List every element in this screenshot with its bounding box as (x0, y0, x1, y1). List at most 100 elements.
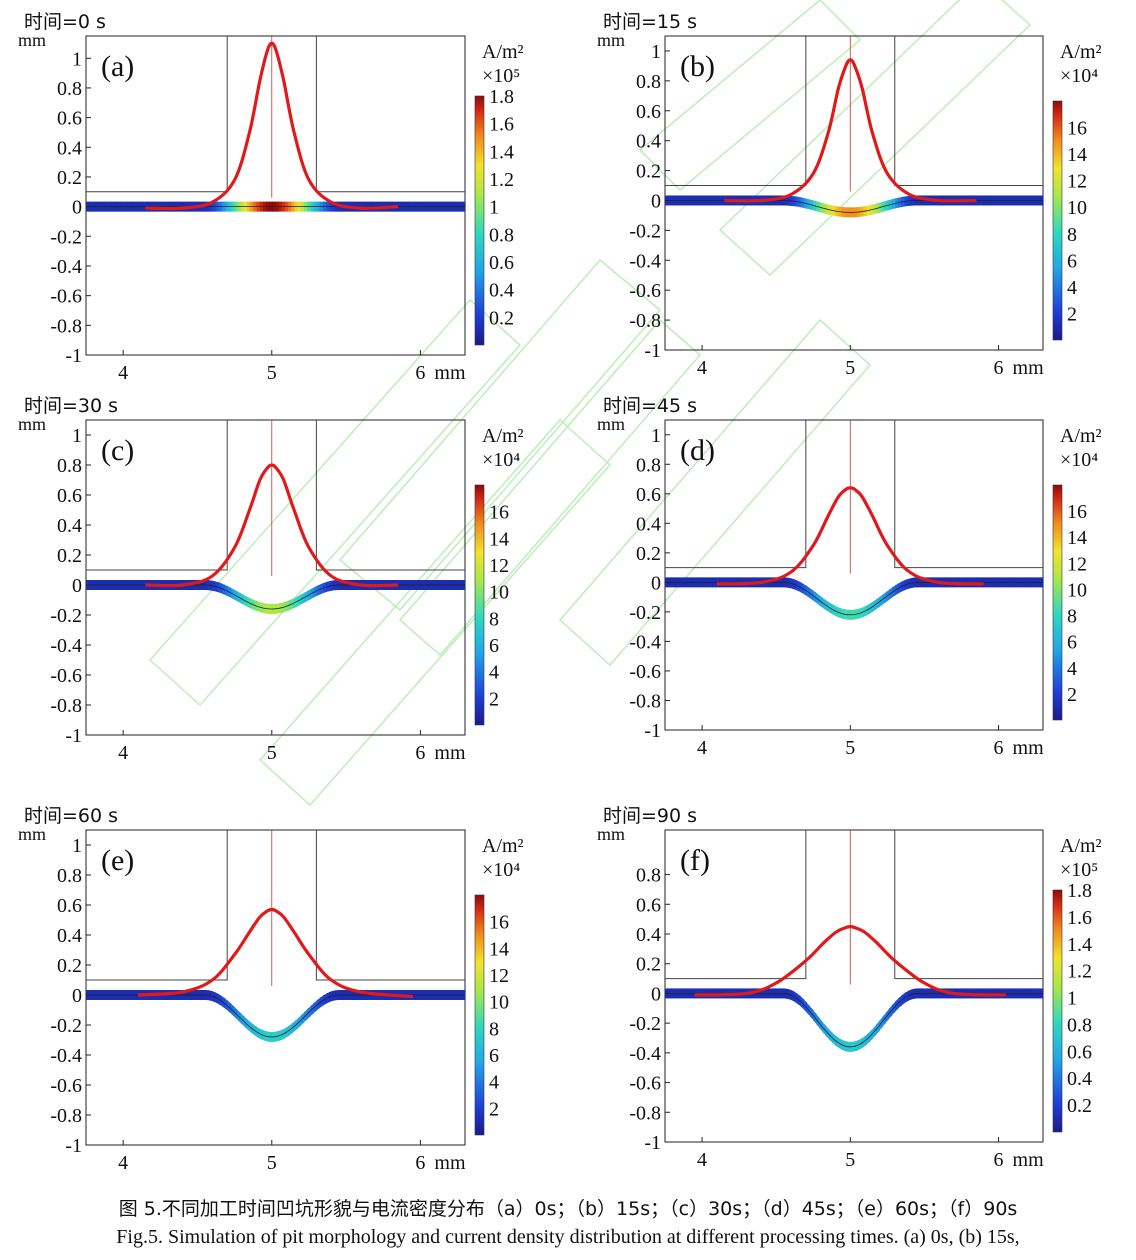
y-tick-label: 0.2 (57, 167, 82, 189)
colorbar-tick-label: 12 (489, 965, 509, 987)
colorbar-tick-label: 1 (1067, 988, 1077, 1010)
colorbar-tick-label: 12 (1067, 171, 1087, 193)
colorbar-tick-label: 10 (1067, 197, 1087, 219)
colorbar-unit: A/m² (482, 835, 524, 857)
colorbar-unit: A/m² (482, 425, 524, 447)
pit-profile-line (86, 994, 465, 1038)
y-tick-label: -0.4 (50, 256, 82, 278)
x-tick-label: 5 (845, 737, 855, 759)
y-tick-label: 1 (651, 425, 661, 447)
y-tick-label: -0.2 (50, 226, 82, 248)
colorbar-tick-label: 14 (1067, 527, 1087, 549)
x-tick-label: 4 (118, 1152, 128, 1174)
y-tick-label: -0.2 (629, 220, 661, 242)
x-tick-label: 6 (994, 737, 1004, 759)
x-tick-label: 6 (994, 1149, 1004, 1171)
colorbar-tick-label: 4 (1067, 277, 1077, 299)
time-label: 时间=45 s (603, 395, 697, 417)
y-tick-label: 0 (72, 197, 82, 219)
colorbar-unit: A/m² (482, 41, 524, 63)
colorbar-unit: A/m² (1060, 41, 1102, 63)
y-tick-label: -0.6 (629, 661, 661, 683)
colorbar-tick-label: 2 (1067, 303, 1077, 325)
panel-label: (a) (101, 50, 134, 83)
colorbar-scale: ×10⁴ (482, 449, 520, 471)
colorbar-unit: A/m² (1060, 835, 1102, 857)
colorbar-tick-label: 6 (489, 635, 499, 657)
colorbar-tick-label: 1.4 (489, 141, 514, 163)
colorbar-tick-label: 8 (1067, 606, 1077, 628)
colorbar-tick-label: 14 (489, 528, 509, 550)
y-tick-label: 0 (72, 575, 82, 597)
y-tick-label: -0.2 (50, 605, 82, 627)
y-tick-label: -1 (65, 725, 82, 747)
x-tick-label: 5 (845, 1149, 855, 1171)
y-tick-label: 0 (651, 983, 661, 1005)
x-tick-label: 4 (697, 357, 707, 379)
panel-label: (c) (101, 434, 134, 467)
colorbar-tick-label: 4 (489, 1072, 499, 1094)
colorbar-tick-label: 0.2 (489, 307, 514, 329)
colorbar (474, 95, 485, 346)
y-tick-label: 0.8 (57, 455, 82, 477)
y-unit-label: mm (597, 30, 625, 50)
y-tick-label: 0.8 (636, 865, 661, 887)
figure-grid: 时间=0 s mm 4 5 6 mm 1 0.8 0.6 0.4 0.2 0 -0.2 -0.4 -0.6-… (18, 0, 1102, 1174)
x-unit-label: mm (434, 1152, 466, 1174)
y-tick-label: 0.8 (636, 454, 661, 476)
y-tick-label: -1 (644, 720, 661, 742)
colorbar (474, 484, 485, 726)
y-tick-label: -0.6 (629, 280, 661, 302)
figure-caption-chinese: 图 5.不同加工时间凹坑形貌与电流密度分布（a）0s；（b）15s；（c）30s… (118, 1198, 1018, 1220)
x-tick-label: 5 (267, 1152, 277, 1174)
colorbar-tick-label: 6 (1067, 250, 1077, 272)
y-tick-label: 1 (651, 41, 661, 63)
colorbar-tick-label: 0.6 (489, 252, 514, 274)
y-tick-label: 0.4 (636, 513, 661, 535)
y-tick-label: -1 (65, 345, 82, 367)
figure-caption-english: Fig.5. Simulation of pit morphology and … (116, 1226, 1020, 1248)
colorbar-tick-label: 16 (489, 502, 509, 524)
watermark-stroke (638, 0, 862, 192)
colorbar-tick-label: 1.6 (1067, 907, 1092, 929)
colorbar-tick-label: 1.8 (489, 86, 514, 108)
x-tick-label: 5 (845, 357, 855, 379)
y-unit-label: mm (18, 824, 46, 844)
watermark (148, 0, 1032, 807)
electrode-outline (665, 36, 1043, 187)
colorbar-tick-label: 1.2 (489, 169, 514, 191)
current-density-curve (724, 58, 977, 203)
electrode-outline (665, 420, 1043, 569)
x-tick-label: 6 (994, 357, 1004, 379)
x-unit-label: mm (434, 362, 466, 384)
colorbar-tick-label: 1.6 (489, 114, 514, 136)
electrode-outline (86, 830, 465, 981)
colorbar-tick-label: 12 (489, 555, 509, 577)
time-label: 时间=30 s (24, 395, 118, 417)
plot-frame (664, 829, 1044, 1143)
y-tick-label: -0.6 (50, 1075, 82, 1097)
y-tick-label: 0.4 (636, 924, 661, 946)
y-tick-label: -0.4 (629, 250, 661, 272)
colorbar-tick-label: 2 (489, 1098, 499, 1120)
time-label: 时间=60 s (24, 805, 118, 827)
current-density-curve (716, 486, 984, 586)
x-unit-label: mm (1013, 357, 1045, 379)
y-tick-label: 0.6 (57, 485, 82, 507)
colorbar-tick-label: 16 (489, 912, 509, 934)
colorbar-tick-label: 0.2 (1067, 1095, 1092, 1117)
y-tick-label: -0.4 (50, 1045, 82, 1067)
y-tick-label: -1 (65, 1135, 82, 1157)
panel-label: (d) (680, 434, 715, 467)
y-tick-label: 0.8 (57, 78, 82, 100)
colorbar-tick-label: 1.8 (1067, 880, 1092, 902)
watermark-stroke (398, 318, 702, 657)
colorbar-tick-label: 6 (489, 1045, 499, 1067)
y-tick-label: 0.8 (636, 71, 661, 93)
x-tick-label: 6 (415, 362, 425, 384)
